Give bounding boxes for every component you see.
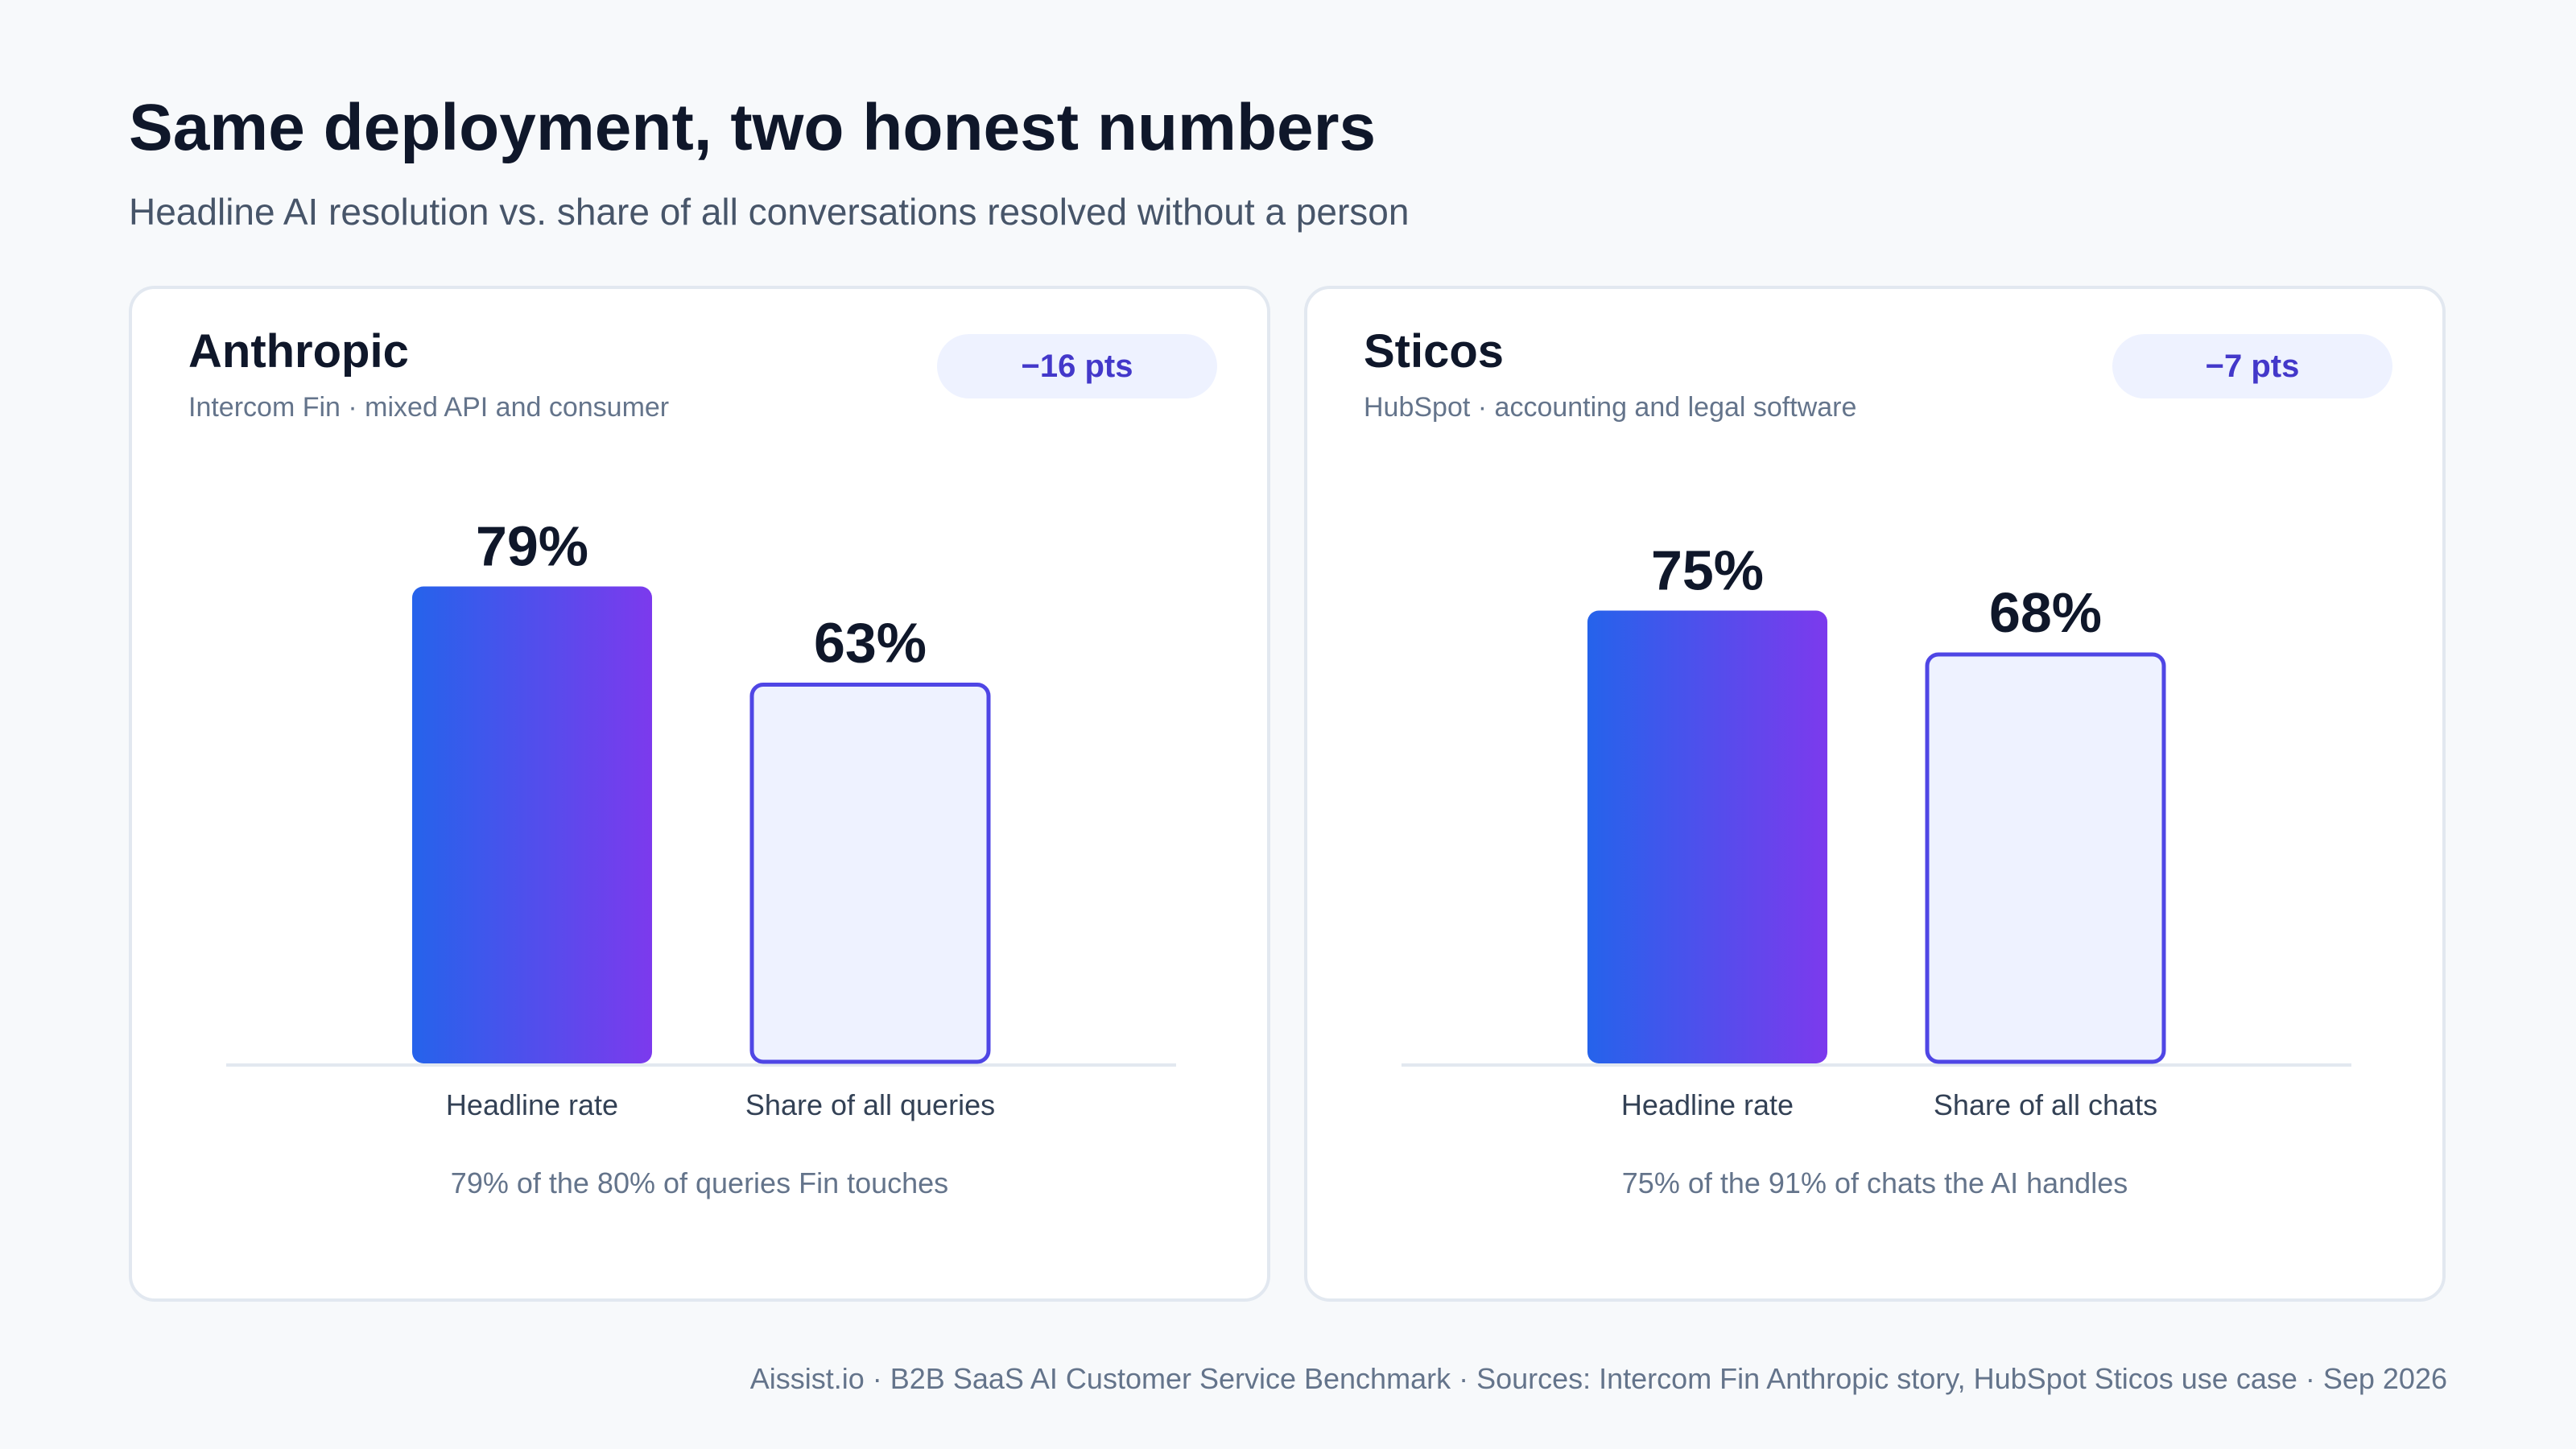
page-title: Same deployment, two honest numbers xyxy=(129,91,1377,164)
delta-badge: −7 pts xyxy=(2112,334,2392,398)
panel-anthropic: Anthropic Intercom Fin · mixed API and c… xyxy=(129,286,1270,1302)
bar-value-label: 68% xyxy=(1989,581,2102,644)
category-label: Headline rate xyxy=(446,1088,618,1121)
delta-badge: −16 pts xyxy=(937,334,1217,398)
chart-note: 79% of the 80% of queries Fin touches xyxy=(450,1166,949,1199)
bar-value-label: 75% xyxy=(1651,539,1764,602)
category-label: Share of all chats xyxy=(1934,1088,2157,1121)
page-subtitle: Headline AI resolution vs. share of all … xyxy=(129,191,1410,233)
category-label: Headline rate xyxy=(1621,1088,1794,1121)
bar-chart: 75% Headline rate 68% Share of all chats xyxy=(1402,539,2351,1121)
panel-title: Anthropic xyxy=(188,325,409,378)
bar-headline xyxy=(1587,610,1827,1063)
bar-value-label: 79% xyxy=(476,515,588,578)
panel-subtitle: Intercom Fin · mixed API and consumer xyxy=(188,392,670,423)
panel-title: Sticos xyxy=(1364,325,1505,378)
bar-value-label: 63% xyxy=(814,612,927,675)
category-label: Share of all queries xyxy=(745,1088,995,1121)
bar-headline xyxy=(412,586,652,1063)
panel-subtitle: HubSpot · accounting and legal software xyxy=(1364,392,1857,423)
bar-share xyxy=(749,683,991,1064)
bar-chart: 79% Headline rate 63% Share of all queries xyxy=(226,515,1176,1121)
chart-note: 75% of the 91% of chats the AI handles xyxy=(1621,1166,2128,1199)
footer-source: Aissist.io · B2B SaaS AI Customer Servic… xyxy=(749,1362,2447,1395)
panel-sticos: Sticos HubSpot · accounting and legal so… xyxy=(1304,286,2446,1302)
bar-share xyxy=(1925,652,2166,1064)
